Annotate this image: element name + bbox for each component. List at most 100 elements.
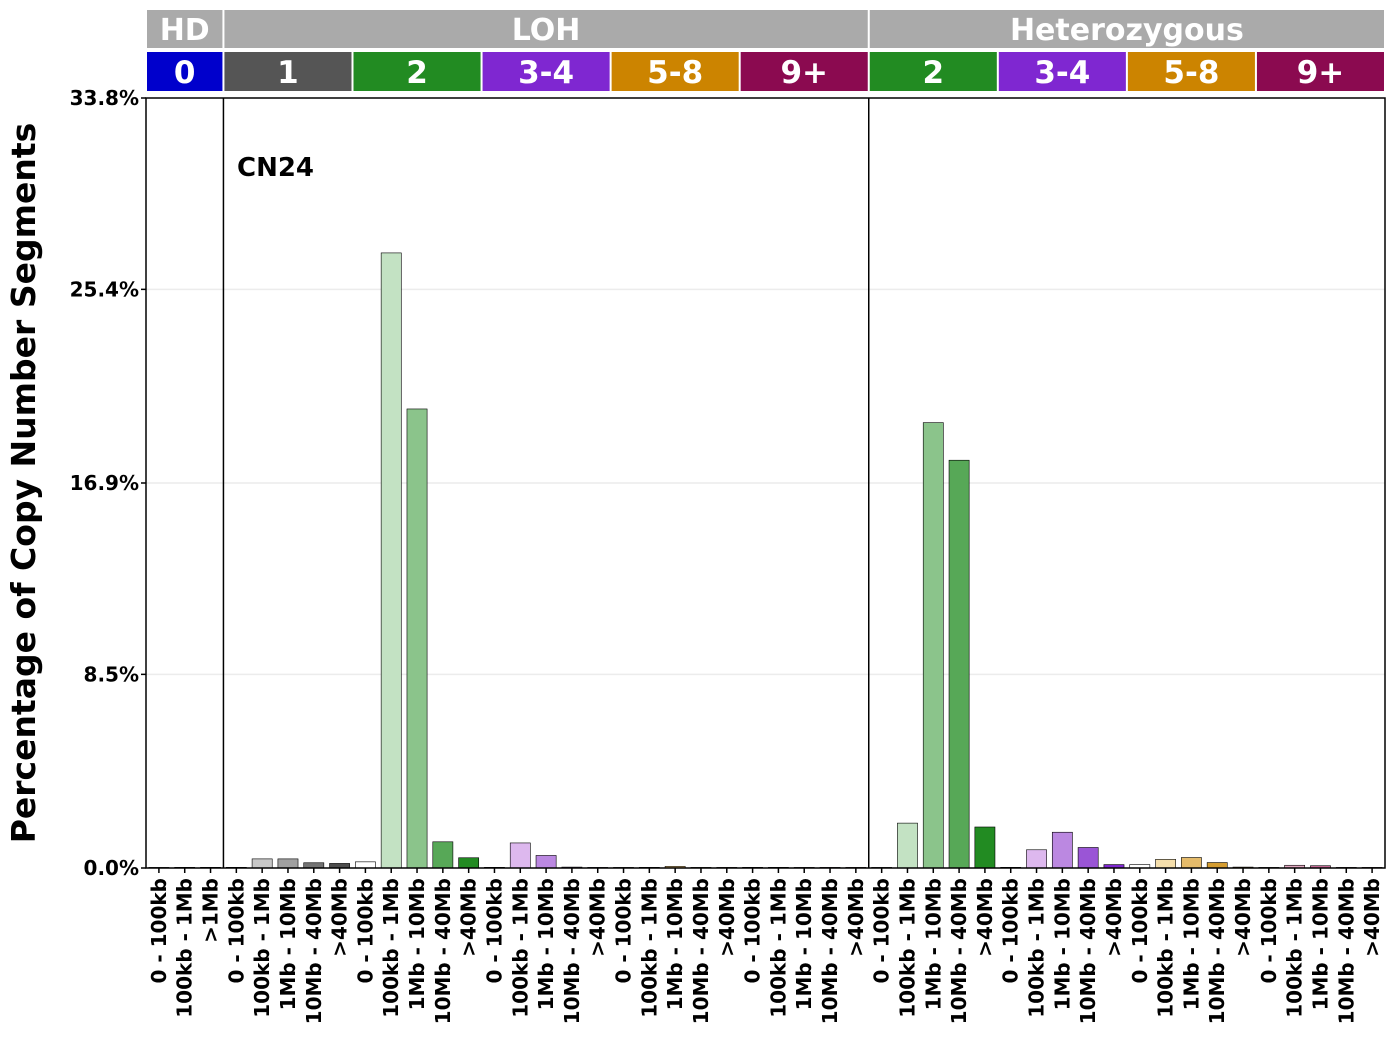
x-tick-label-7: >40Mb — [328, 878, 352, 957]
bar-6 — [303, 862, 325, 869]
cn-strip-label-1: 1 — [277, 55, 299, 91]
cn-strip-label-3: 3-4 — [518, 55, 574, 91]
x-tick-label-20: 1Mb - 10Mb — [663, 878, 687, 1010]
y-tick-label-1: 8.5% — [84, 662, 139, 686]
cn-strip-label-2: 2 — [406, 55, 428, 91]
y-axis-label: Percentage of Copy Number Segments — [4, 123, 43, 844]
bar-5 — [277, 858, 299, 869]
bar-31 — [948, 459, 970, 869]
top-strip-label-2: Heterozygous — [1010, 13, 1244, 48]
x-tick-label-43: 0 - 100kb — [1257, 878, 1281, 984]
x-tick-label-23: 0 - 100kb — [741, 878, 765, 984]
x-tick-label-17: >40Mb — [586, 878, 610, 957]
x-tick-label-3: 0 - 100kb — [224, 878, 248, 984]
cn-strip-9 — [1256, 52, 1384, 91]
x-tick-label-10: 1Mb - 10Mb — [405, 878, 429, 1010]
x-tick-label-2: >1Mb — [199, 878, 223, 943]
top-strip-label-0: HD — [160, 13, 210, 48]
x-tick-label-30: 1Mb - 10Mb — [921, 878, 945, 1010]
y-tick-label-3: 25.4% — [70, 277, 139, 301]
x-tick-label-15: 1Mb - 10Mb — [534, 878, 558, 1010]
x-tick-label-5: 1Mb - 10Mb — [276, 878, 300, 1010]
cn-strip-1 — [224, 52, 352, 91]
bar-10 — [406, 408, 428, 869]
top-strip-2 — [869, 10, 1384, 48]
x-tick-label-25: 1Mb - 10Mb — [792, 878, 816, 1010]
bar-14 — [509, 842, 531, 869]
x-tick-label-41: 10Mb - 40Mb — [1205, 878, 1229, 1024]
x-tick-label-24: 100kb - 1Mb — [766, 878, 790, 1018]
x-tick-label-26: 10Mb - 40Mb — [818, 878, 842, 1024]
gridlines — [146, 288, 1385, 676]
x-tick-label-4: 100kb - 1Mb — [250, 878, 274, 1018]
x-tick-label-40: 1Mb - 10Mb — [1179, 878, 1203, 1010]
bar-36 — [1077, 847, 1099, 869]
cn-strip-label-5: 9+ — [780, 55, 828, 91]
top-group-strips: HD LOH Heterozygous — [147, 10, 1384, 48]
x-tick-label-14: 100kb - 1Mb — [508, 878, 532, 1018]
x-axis-ticks: 0 - 100kb 100kb - 1Mb >1Mb 0 - 100kb 100kb -… — [147, 868, 1384, 1024]
cn-strip-2 — [353, 52, 481, 91]
cn-strip-8 — [1127, 52, 1255, 91]
x-tick-label-35: 1Mb - 10Mb — [1050, 878, 1074, 1010]
cn-strip-3 — [482, 52, 610, 91]
y-tick-label-2: 16.9% — [70, 471, 139, 495]
x-tick-label-6: 10Mb - 40Mb — [302, 878, 326, 1024]
bar-11 — [432, 841, 454, 869]
x-tick-label-18: 0 - 100kb — [612, 878, 636, 984]
x-tick-label-47: >40Mb — [1360, 878, 1384, 957]
top-strip-0 — [147, 10, 223, 48]
bar-30 — [922, 422, 944, 869]
cn-strip-label-8: 5-8 — [1163, 55, 1219, 91]
x-tick-label-19: 100kb - 1Mb — [637, 878, 661, 1018]
x-tick-label-0: 0 - 100kb — [147, 878, 171, 984]
x-tick-label-36: 10Mb - 40Mb — [1076, 878, 1100, 1024]
x-tick-label-22: >40Mb — [715, 878, 739, 957]
x-tick-label-44: 100kb - 1Mb — [1283, 878, 1307, 1018]
x-tick-label-8: 0 - 100kb — [353, 878, 377, 984]
x-tick-label-9: 100kb - 1Mb — [379, 878, 403, 1018]
x-tick-label-28: 0 - 100kb — [870, 878, 894, 984]
x-tick-label-32: >40Mb — [973, 878, 997, 957]
x-tick-label-37: >40Mb — [1102, 878, 1126, 957]
x-tick-label-31: 10Mb - 40Mb — [947, 878, 971, 1024]
top-strip-1 — [224, 10, 868, 48]
bar-12 — [458, 857, 480, 869]
cn-strip-label-4: 5-8 — [647, 55, 703, 91]
x-tick-label-11: 10Mb - 40Mb — [431, 878, 455, 1024]
cn-strip-label-9: 9+ — [1297, 55, 1345, 91]
cn-strip-5 — [740, 52, 868, 91]
copy-number-strips: 0 1 2 3-4 5-8 9+ 2 3-4 5-8 9+ — [147, 52, 1384, 91]
cn-strip-label-7: 3-4 — [1034, 55, 1090, 91]
x-tick-label-27: >40Mb — [844, 878, 868, 957]
bar-40 — [1181, 857, 1202, 869]
bar-32 — [974, 826, 996, 869]
x-tick-label-1: 100kb - 1Mb — [173, 878, 197, 1018]
bar-29 — [897, 822, 918, 869]
y-tick-label-4: 33.8% — [70, 86, 139, 110]
bars — [148, 252, 1383, 869]
panel-dividers — [222, 98, 870, 868]
bar-39 — [1155, 859, 1176, 869]
x-tick-label-29: 100kb - 1Mb — [895, 878, 919, 1018]
y-tick-label-0: 0.0% — [84, 856, 139, 880]
x-tick-label-46: 10Mb - 40Mb — [1334, 878, 1358, 1024]
cn-strip-4 — [611, 52, 739, 91]
x-tick-label-16: 10Mb - 40Mb — [560, 878, 584, 1024]
x-tick-label-45: 1Mb - 10Mb — [1308, 878, 1332, 1010]
cn-strip-7 — [998, 52, 1126, 91]
bar-15 — [535, 855, 557, 869]
top-strip-label-1: LOH — [512, 13, 581, 48]
x-tick-label-13: 0 - 100kb — [482, 878, 506, 984]
chart-annotation: CN24 — [237, 153, 314, 183]
bar-35 — [1051, 831, 1073, 869]
x-tick-label-21: 10Mb - 40Mb — [689, 878, 713, 1024]
bar-4 — [251, 858, 273, 869]
x-tick-label-34: 100kb - 1Mb — [1025, 878, 1049, 1018]
x-tick-label-38: 0 - 100kb — [1128, 878, 1152, 984]
x-tick-label-42: >40Mb — [1231, 878, 1255, 957]
cn-strip-0 — [147, 52, 223, 91]
x-tick-label-12: >40Mb — [457, 878, 481, 957]
x-tick-label-33: 0 - 100kb — [999, 878, 1023, 984]
